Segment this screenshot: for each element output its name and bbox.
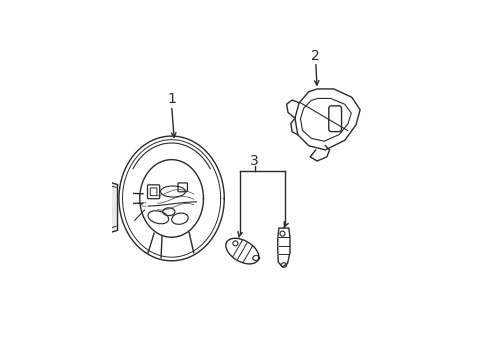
Text: 2: 2 [311, 49, 320, 63]
Polygon shape [101, 180, 117, 234]
Text: 3: 3 [250, 154, 259, 168]
Text: 1: 1 [167, 92, 176, 105]
Text: C: C [141, 201, 146, 210]
